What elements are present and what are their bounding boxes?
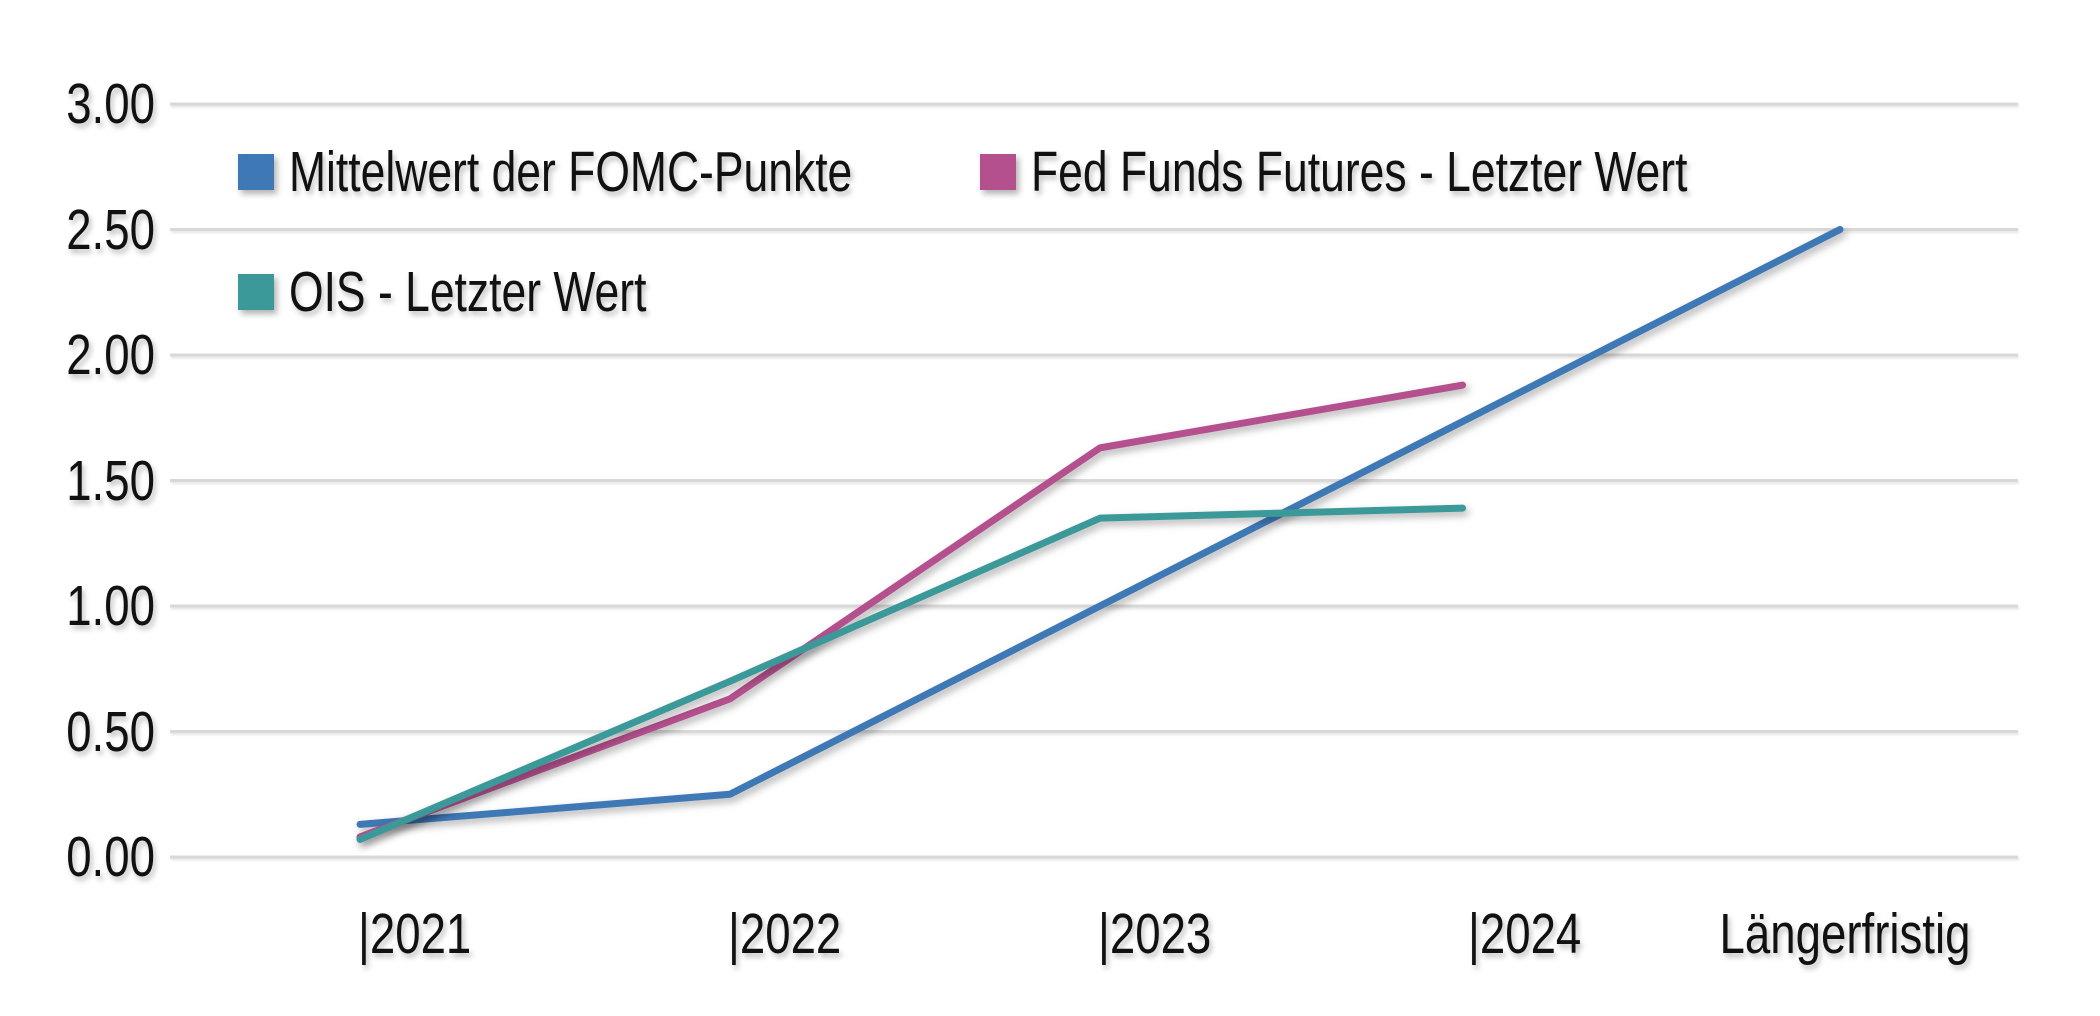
y-tick-label: 3.00 (66, 72, 155, 136)
legend-label-ois: OIS - Letzter Wert (289, 259, 647, 324)
y-tick-label: 0.50 (66, 699, 155, 764)
series-line-0 (356, 226, 1844, 828)
legend-item-fomc-mean: Mittelwert der FOMC-Punkte (238, 143, 1011, 200)
y-tick-label: 2.00 (66, 323, 155, 387)
x-tick-label: Längerfristig (1719, 902, 1971, 966)
y-tick-label: 1.00 (66, 574, 155, 638)
legend-item-fed-funds-futures: Fed Funds Futures - Letzter Wert (980, 143, 1873, 200)
legend-swatch-ois-icon (238, 274, 274, 310)
x-tick-label: |2021 (358, 902, 472, 966)
series-line-1 (356, 381, 1467, 841)
legend-item-ois: OIS - Letzter Wert (238, 263, 747, 320)
legend-label-fed-funds-futures: Fed Funds Futures - Letzter Wert (1031, 139, 1688, 204)
y-tick-label: 1.50 (66, 448, 155, 513)
y-tick-label: 2.50 (66, 197, 155, 262)
legend-swatch-fed-funds-futures-icon (980, 154, 1016, 190)
legend-swatch-fomc-mean-icon (238, 154, 274, 190)
x-tick-label: |2024 (1468, 902, 1582, 966)
y-tick-label: 0.00 (66, 825, 155, 889)
series-line-2 (356, 504, 1467, 843)
x-tick-label: |2023 (1098, 902, 1212, 966)
legend-label-fomc-mean: Mittelwert der FOMC-Punkte (289, 139, 853, 204)
x-tick-label: |2022 (728, 902, 842, 966)
